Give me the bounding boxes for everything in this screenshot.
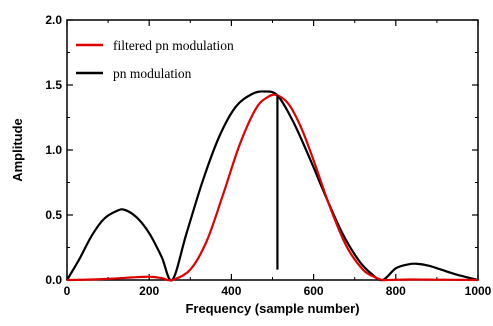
legend-label-filtered: filtered pn modulation: [113, 38, 234, 53]
x-tick-label: 0: [64, 284, 71, 298]
x-tick-label: 600: [304, 284, 324, 298]
y-tick-label: 0.0: [45, 273, 62, 287]
plot-frame: [66, 19, 479, 281]
legend: filtered pn modulation pn modulation: [76, 38, 234, 81]
y-axis-label: Amplitude: [10, 118, 25, 182]
series-line-filtered-pn-modulation: [66, 93, 479, 282]
x-axis-label: Frequency (sample number): [185, 301, 359, 316]
y-tick-label: 0.5: [45, 208, 62, 222]
x-tick-label: 200: [139, 284, 159, 298]
x-tick-label: 800: [386, 284, 406, 298]
series-line-pn-modulation: [66, 90, 479, 282]
legend-label-pn: pn modulation: [113, 66, 192, 81]
y-tick-label: 1.5: [45, 78, 62, 92]
plot-area: [66, 19, 479, 281]
y-tick-label: 1.0: [45, 143, 62, 157]
x-tick-label: 1000: [465, 284, 492, 298]
y-tick-label: 2.0: [45, 13, 62, 27]
x-tick-label: 400: [221, 284, 241, 298]
ticks: 0 200 400 600 800 1000 0.0 0.5 1.0 1.5 2.0: [45, 13, 491, 298]
series-group: [66, 90, 479, 282]
